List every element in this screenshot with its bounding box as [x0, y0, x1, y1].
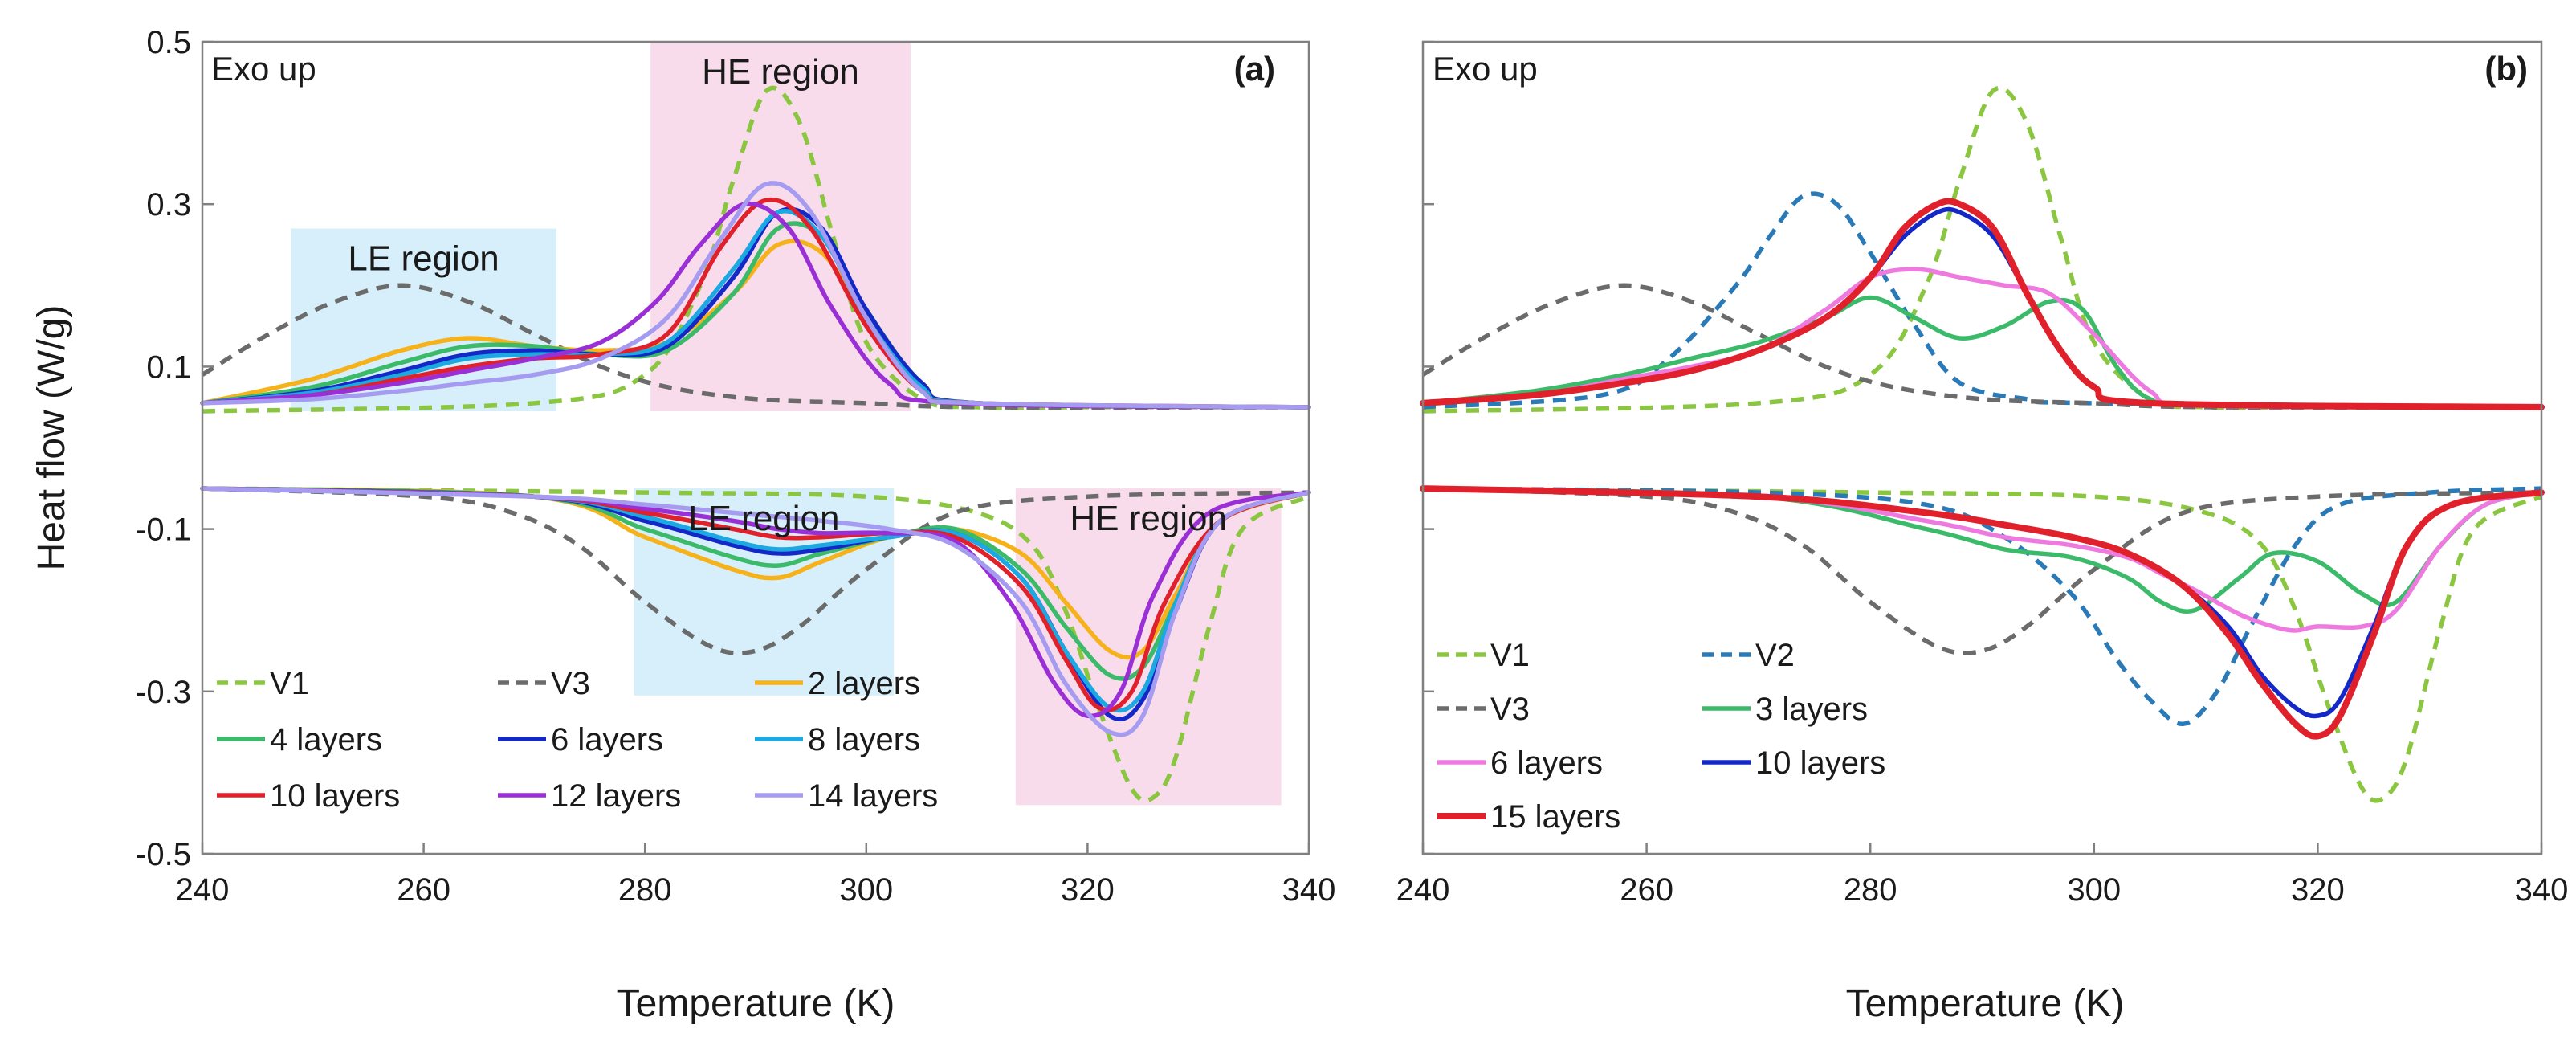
panel-a-curves [200, 85, 1311, 803]
panel-b-curve-10-layers-heating [1420, 206, 2544, 410]
panel-a-legend-label-6-layers: 6 layers [551, 722, 663, 757]
panel-b-curve-6-layers-cooling [1420, 486, 2544, 633]
panel-b-legend-label-v3: V3 [1490, 692, 1530, 727]
panel-a-legend-label-12-layers: 12 layers [551, 778, 681, 814]
panel-a-x-tick-label: 340 [1282, 872, 1336, 908]
panel-a-y-tick-label: 0.3 [146, 187, 191, 223]
panel-a-x-tick-label: 320 [1061, 872, 1115, 908]
panel-a-legend-label-8-layers: 8 layers [808, 722, 920, 757]
panel-b-exo-note: Exo up [1433, 50, 1538, 88]
panel-a-y-tick-label: -0.3 [136, 675, 191, 710]
panel-a-curve-14-layers-cooling [200, 486, 1311, 737]
panel-b-legend-label-6-layers: 6 layers [1490, 745, 1603, 781]
panel-a-region-label-3: HE region [1070, 499, 1227, 538]
panel-a-x-tick-label: 240 [176, 872, 230, 908]
panel-b-x-tick-label: 320 [2291, 872, 2345, 908]
panel-b-legend-label-15-layers: 15 layers [1490, 799, 1620, 835]
panel-a-x-tick-label: 300 [839, 872, 893, 908]
panel-a-legend-label-v1: V1 [270, 666, 309, 701]
panel-b: 240 260 280 300 320 340 Exo up (b) V1 V2 V3 3 la… [1396, 40, 2569, 1025]
panel-b-axes: 240 260 280 300 320 340 [1396, 40, 2569, 908]
panel-a-curve-v3-cooling [202, 486, 1310, 655]
panel-a-legend-label-2-layers: 2 layers [808, 666, 920, 701]
panel-a-y-tick-label: -0.1 [136, 512, 191, 548]
panel-a-region-labels: HE region LE region LE region HE region [348, 52, 1227, 538]
panel-b-x-tick-label: 260 [1620, 872, 1673, 908]
panel-b-plot-frame [1421, 40, 2543, 855]
panel-b-x-tick-label: 280 [1844, 872, 1897, 908]
panel-a-exo-note: Exo up [211, 50, 316, 88]
panel-a-legend-label-v3: V3 [551, 666, 590, 701]
panel-b-curves [1420, 85, 2545, 803]
panel-a-legend-label-10-layers: 10 layers [270, 778, 400, 814]
y-axis-title: Heat flow (W/g) [31, 305, 73, 571]
panel-b-curve-15-layers-cooling [1420, 485, 2545, 740]
panel-b-legend-label-10-layers: 10 layers [1755, 745, 1885, 781]
panel-a-x-axis-title: Temperature (K) [617, 982, 895, 1025]
panel-b-curve-v1-cooling [1422, 486, 2543, 803]
panel-b-legend-label-3-layers: 3 layers [1755, 692, 1868, 727]
panel-b-curve-v1-heating [1422, 85, 2541, 414]
panel-b-label: (b) [2484, 50, 2528, 88]
panel-a-y-tick-label: -0.5 [136, 837, 191, 872]
panel-a-y-tick-label: 0.1 [146, 349, 191, 385]
panel-a-region-label-2: LE region [688, 499, 839, 538]
panel-a-legend: V1 V3 2 layers 4 layers 6 layers 8 layers 10 l… [217, 666, 938, 814]
panel-a-y-tick-label: 0.5 [146, 25, 191, 60]
panel-a-legend-label-14-layers: 14 layers [808, 778, 938, 814]
panel-a: HE region LE region LE region HE region 0.5… [136, 25, 1335, 1025]
panel-b-legend-label-v2: V2 [1755, 638, 1795, 673]
panel-b-x-tick-label: 300 [2067, 872, 2121, 908]
panel-a-region-label-1: LE region [348, 239, 499, 279]
panel-b-curve-15-layers-heating [1420, 198, 2545, 410]
panel-b-legend: V1 V2 V3 3 layers 6 layers 10 layers 15 layers [1437, 638, 1885, 835]
panel-a-legend-label-4-layers: 4 layers [270, 722, 382, 757]
panel-a-label: (a) [1234, 50, 1275, 88]
panel-a-curve-v3-heating [201, 283, 1310, 410]
panel-b-x-tick-label: 240 [1396, 872, 1450, 908]
panel-b-x-tick-label: 340 [2515, 872, 2569, 908]
panel-a-plot-frame [201, 40, 1310, 855]
panel-b-curve-3-layers-cooling [1420, 486, 2544, 614]
panel-a-curve-14-layers-heating [200, 181, 1311, 410]
panel-a-x-tick-label: 280 [618, 872, 672, 908]
panel-b-curve-v3-cooling [1422, 486, 2542, 655]
panel-b-x-axis-title: Temperature (K) [1846, 982, 2125, 1025]
panel-a-regions [291, 42, 1282, 806]
panel-a-region-label-0: HE region [702, 52, 859, 92]
panel-a-x-tick-label: 260 [397, 872, 450, 908]
panel-a-curve-12-layers-heating [200, 201, 1311, 410]
panel-b-legend-label-v1: V1 [1490, 638, 1530, 673]
